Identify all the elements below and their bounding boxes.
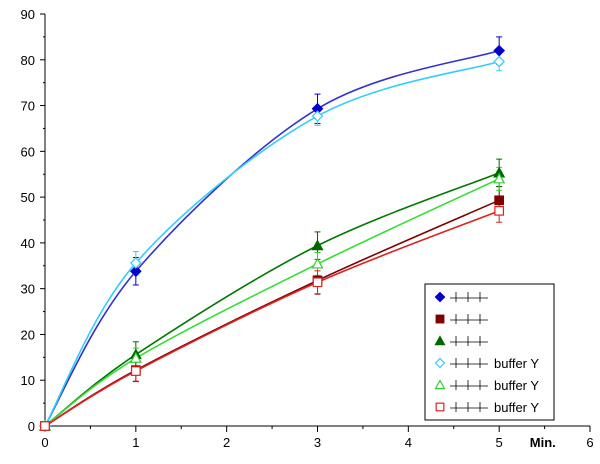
data-markers: [38, 44, 506, 432]
legend-marker-series-2: [435, 314, 445, 324]
data-point-series-4: [311, 110, 324, 122]
y-tick-label: 50: [21, 190, 35, 205]
x-tick-label: 3: [314, 435, 321, 450]
data-point-series-2: [494, 195, 505, 206]
x-tick-label: 1: [132, 435, 139, 450]
legend-label-series-4: buffer Y: [494, 356, 539, 371]
x-axis-title: Min.: [530, 435, 556, 450]
y-tick-label: 0: [28, 419, 35, 434]
y-tick-label: 30: [21, 282, 35, 297]
legend-label-series-5: buffer Y: [494, 378, 539, 393]
data-point-series-6: [40, 421, 50, 431]
data-point-series-4: [129, 257, 142, 269]
fit-curve-series-3: [44, 172, 500, 427]
y-tick-label: 90: [21, 7, 35, 22]
data-point-series-6: [312, 277, 323, 288]
legend: buffer Y buffer Y buffer Y: [424, 283, 555, 421]
legend-label-series-6: buffer Y: [494, 400, 539, 415]
x-tick-label: 5: [496, 435, 503, 450]
data-point-series-6: [130, 366, 141, 376]
legend-marker-series-3: [434, 335, 446, 346]
data-point-series-1: [129, 265, 142, 278]
x-tick-label: 0: [41, 435, 48, 450]
y-tick-label: 70: [21, 99, 35, 114]
y-tick-label: 80: [21, 53, 35, 68]
fit-curve-series-6: [44, 210, 500, 427]
y-tick-label: 20: [21, 327, 35, 342]
data-point-series-5: [129, 352, 142, 363]
data-point-series-4: [493, 55, 506, 68]
x-tick-label: 2: [223, 435, 230, 450]
x-tick-label: 4: [405, 435, 412, 450]
data-point-series-5: [493, 172, 506, 184]
legend-marker-series-4: [434, 357, 446, 369]
data-point-series-3: [311, 239, 324, 251]
legend-marker-series-1: [434, 291, 446, 303]
fit-curves: [44, 49, 500, 427]
data-point-series-6: [494, 205, 505, 216]
fit-curve-series-5: [44, 178, 500, 427]
legend-box: [424, 283, 555, 421]
x-tick-label: 6: [586, 435, 593, 450]
axes: 0 10 20 30 40 50 60 70 80 90 0 1 2 3 4 5 6 Min.: [21, 7, 594, 450]
fit-curve-series-4: [44, 60, 500, 427]
data-point-series-5: [311, 257, 324, 269]
y-tick-label: 60: [21, 144, 35, 159]
legend-marker-series-5: [434, 379, 446, 390]
fit-curve-series-1: [44, 49, 500, 427]
data-point-series-1: [493, 44, 506, 57]
legend-marker-series-6: [435, 402, 445, 412]
y-tick-label: 10: [21, 373, 35, 388]
y-tick-label: 40: [21, 236, 35, 251]
